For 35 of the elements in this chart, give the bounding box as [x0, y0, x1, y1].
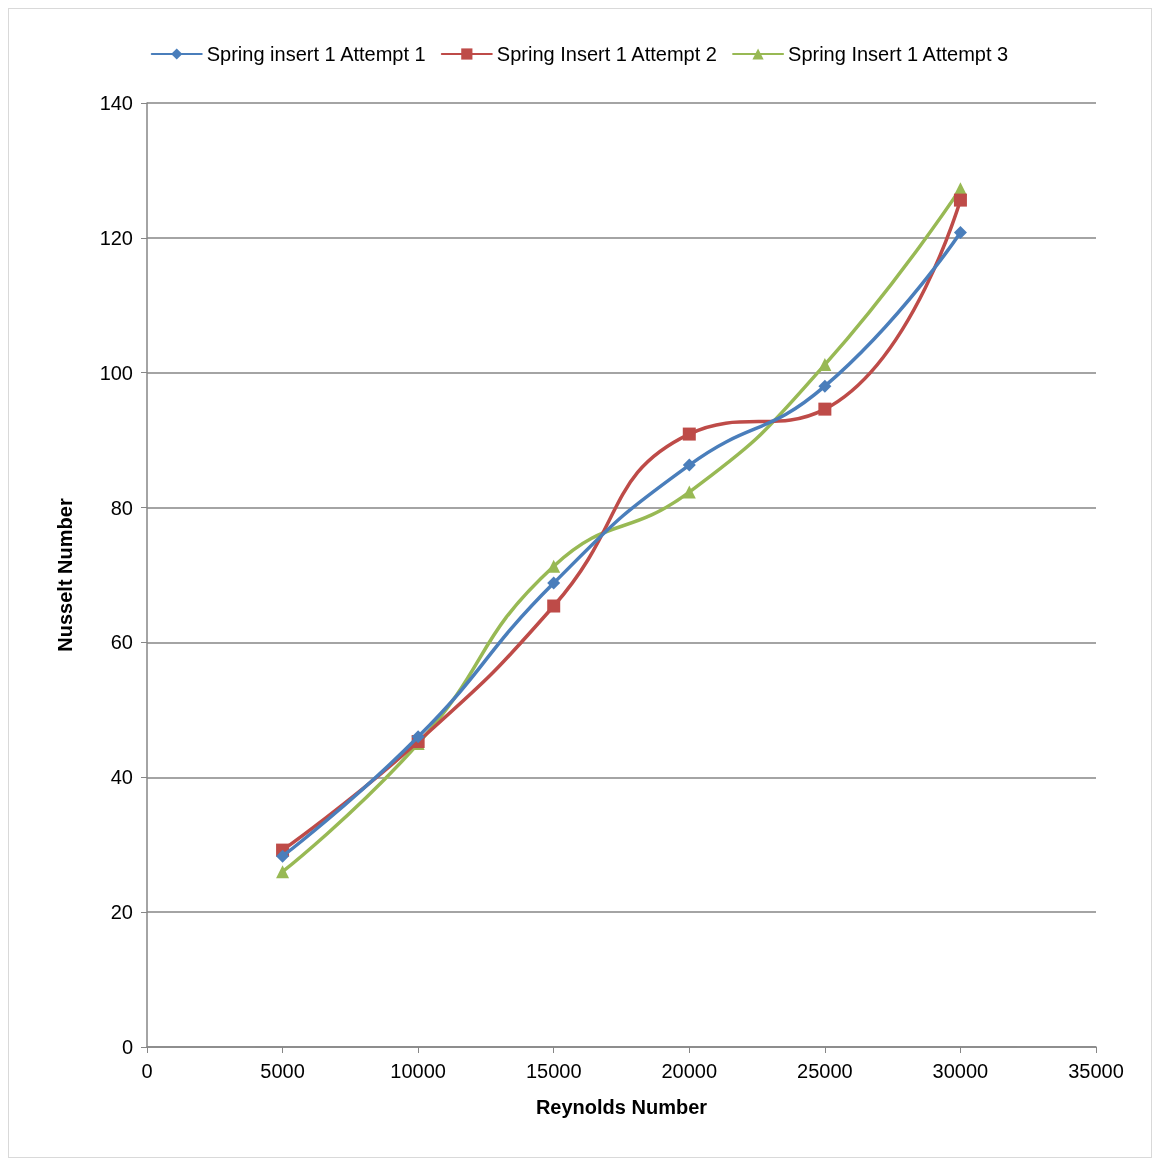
x-tick-label: 20000 [661, 1060, 718, 1082]
point [547, 559, 561, 573]
x-tick-label: 0 [141, 1060, 153, 1082]
point [953, 193, 967, 207]
x-tick-label: 30000 [932, 1060, 989, 1082]
y-tick-label: 100 [99, 361, 133, 384]
point [818, 379, 832, 393]
y-tick-label: 40 [110, 766, 133, 789]
point [682, 427, 696, 441]
x-tick-label: 10000 [390, 1060, 446, 1082]
point [411, 730, 425, 744]
legend-label: Spring insert 1 Attempt 1 [206, 43, 426, 65]
point [953, 225, 967, 239]
x-axis-title: Reynolds Number [535, 1096, 708, 1118]
point [682, 458, 696, 472]
legend-label: Spring Insert 1 Attempt 3 [788, 43, 1009, 65]
x-tick-label: 25000 [797, 1060, 853, 1082]
y-tick-label: 20 [110, 901, 133, 924]
y-tick-label: 140 [99, 92, 133, 114]
legend-label: Spring Insert 1 Attempt 2 [496, 43, 717, 65]
y-tick-label: 60 [110, 631, 133, 654]
y-axis-title: Nusselt Number [54, 498, 76, 652]
x-tick-label: 5000 [260, 1060, 305, 1082]
y-tick-label: 0 [121, 1036, 133, 1058]
point [682, 485, 696, 499]
point [818, 402, 832, 416]
y-tick-label: 120 [99, 226, 133, 249]
point [547, 599, 561, 613]
y-tick-label: 80 [110, 496, 133, 519]
x-tick-label: 35000 [1068, 1060, 1124, 1082]
point [818, 358, 832, 372]
point [276, 865, 290, 879]
point [547, 576, 561, 590]
x-tick-label: 15000 [525, 1060, 582, 1082]
point [276, 849, 290, 863]
